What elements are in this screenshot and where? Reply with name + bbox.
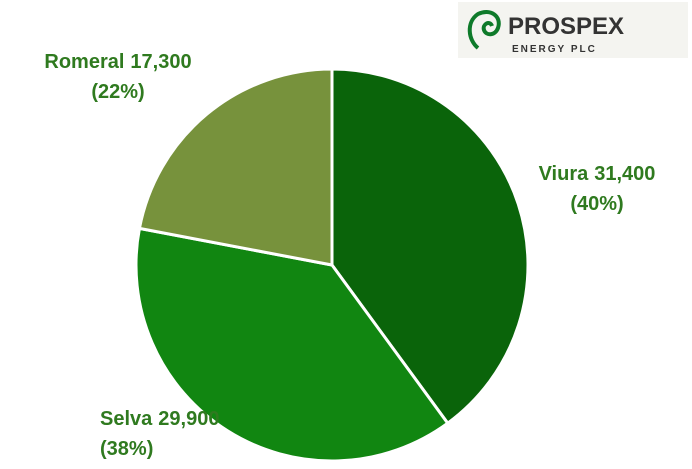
- slice-label: Viura 31,400: [539, 163, 656, 185]
- category-label: Viura: [539, 163, 590, 185]
- value-label: 31,400: [594, 163, 655, 185]
- logo: PROSPEX ENERGY PLC: [458, 2, 688, 58]
- percent-label: (40%): [570, 193, 623, 215]
- category-label: Selva: [100, 408, 153, 430]
- pie-slice: [137, 67, 334, 267]
- category-label: Romeral: [44, 51, 124, 73]
- value-label: 17,300: [130, 51, 191, 73]
- logo-name: PROSPEX: [508, 13, 624, 40]
- logo-icon: [467, 9, 501, 50]
- slice-label: Selva 29,900: [100, 408, 219, 430]
- value-label: 29,900: [158, 408, 219, 430]
- logo-subtitle: ENERGY PLC: [512, 44, 597, 55]
- pie-slice: [134, 226, 450, 463]
- pie-slice: [330, 67, 530, 426]
- percent-label: (38%): [100, 438, 153, 460]
- percent-label: (22%): [91, 81, 144, 103]
- slice-label: Romeral 17,300: [44, 51, 191, 73]
